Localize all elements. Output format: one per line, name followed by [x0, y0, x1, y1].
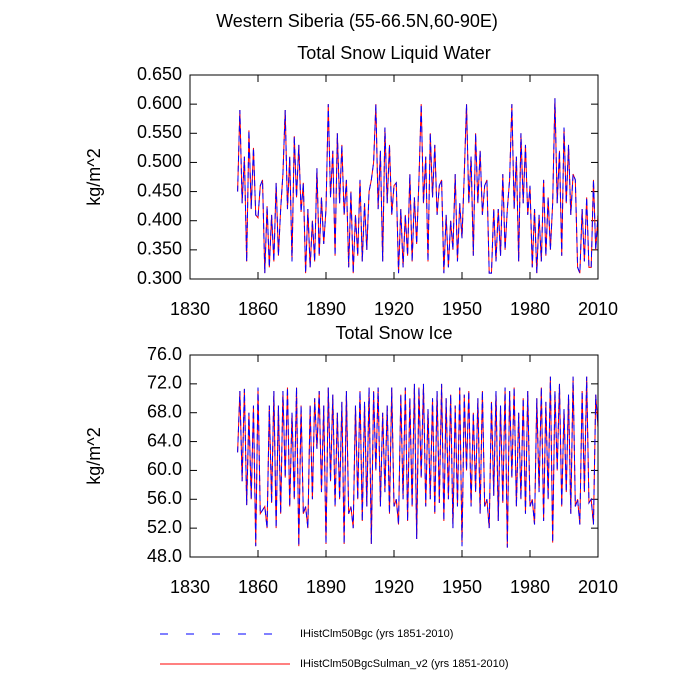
series-line: [237, 98, 599, 274]
y-axis-label: kg/m^2: [84, 148, 104, 205]
y-tick-label: 0.450: [137, 180, 182, 200]
x-tick-label: 2010: [578, 299, 618, 319]
x-tick-label: 1860: [238, 299, 278, 319]
y-tick-label: 0.650: [137, 64, 182, 84]
x-tick-label: 1890: [306, 577, 346, 597]
y-tick-label: 72.0: [147, 373, 182, 393]
x-tick-label: 2010: [578, 577, 618, 597]
y-tick-label: 0.350: [137, 239, 182, 259]
x-tick-label: 1950: [442, 577, 482, 597]
y-tick-label: 64.0: [147, 430, 182, 450]
series-line: [237, 376, 599, 548]
x-tick-label: 1920: [374, 577, 414, 597]
y-tick-label: 0.600: [137, 93, 182, 113]
chart-title: Total Snow Ice: [335, 323, 452, 343]
legend-label: IHistClm50BgcSulman_v2 (yrs 1851-2010): [300, 658, 508, 670]
x-tick-label: 1890: [306, 299, 346, 319]
y-tick-label: 0.400: [137, 209, 182, 229]
x-tick-label: 1980: [510, 577, 550, 597]
x-tick-label: 1920: [374, 299, 414, 319]
y-tick-label: 76.0: [147, 344, 182, 364]
y-axis-label: kg/m^2: [84, 427, 104, 484]
y-tick-label: 56.0: [147, 488, 182, 508]
y-tick-label: 68.0: [147, 401, 182, 421]
y-tick-label: 0.550: [137, 122, 182, 142]
y-tick-label: 0.500: [137, 151, 182, 171]
figure-title: Western Siberia (55-66.5N,60-90E): [216, 11, 498, 31]
legend-label: IHistClm50Bgc (yrs 1851-2010): [300, 628, 453, 640]
plot-frame: [189, 354, 599, 558]
x-tick-label: 1830: [170, 577, 210, 597]
x-tick-label: 1980: [510, 299, 550, 319]
y-tick-label: 48.0: [147, 546, 182, 566]
plot-frame: [189, 74, 599, 280]
x-tick-label: 1860: [238, 577, 278, 597]
y-tick-label: 60.0: [147, 459, 182, 479]
x-tick-label: 1830: [170, 299, 210, 319]
x-tick-label: 1950: [442, 299, 482, 319]
y-tick-label: 52.0: [147, 517, 182, 537]
y-tick-label: 0.300: [137, 268, 182, 288]
chart-title: Total Snow Liquid Water: [297, 43, 490, 63]
